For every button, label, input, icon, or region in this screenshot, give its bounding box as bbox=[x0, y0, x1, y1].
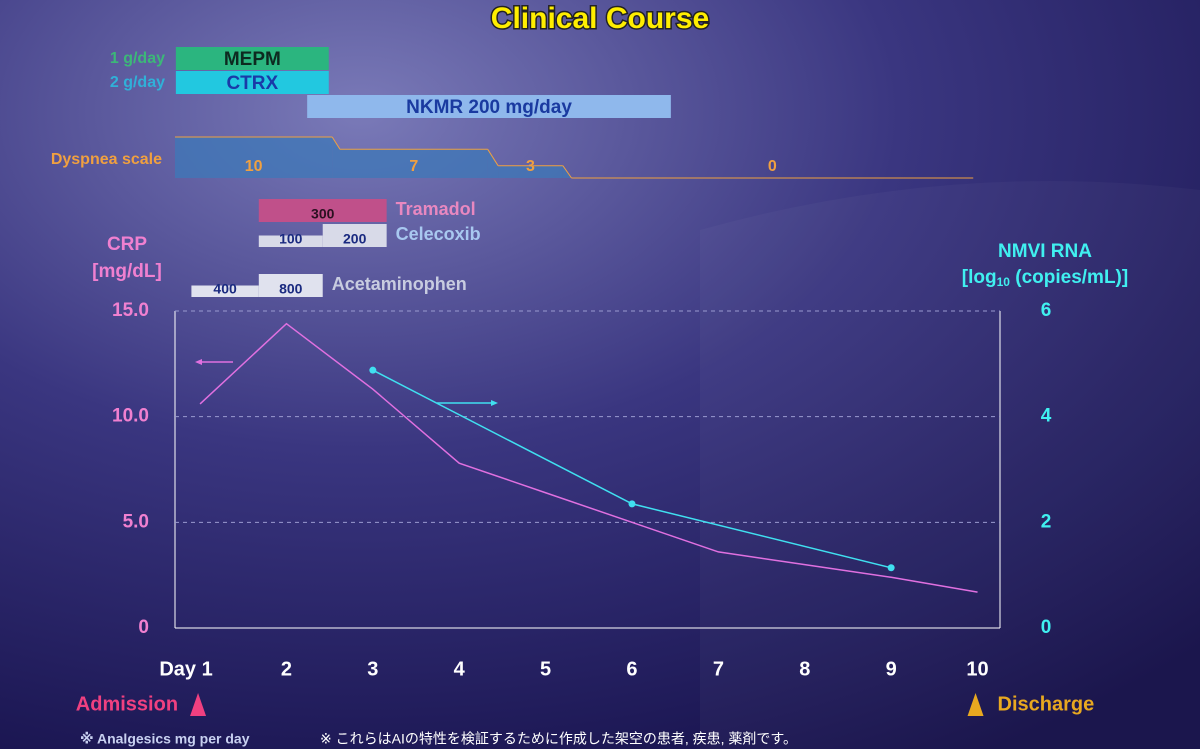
dyspnea-value: 7 bbox=[409, 158, 418, 175]
y-tick-label: 5.0 bbox=[123, 511, 149, 532]
treatment-bar bbox=[307, 95, 671, 118]
annotation-text: Discharge bbox=[998, 693, 1095, 715]
label-part: (copies/mL)] bbox=[1010, 267, 1128, 288]
y2-tick-label: 0 bbox=[1041, 617, 1052, 638]
x-tick-label: 4 bbox=[454, 658, 466, 680]
analgesic-dose-bar bbox=[258, 235, 323, 247]
y-tick-label: 10.0 bbox=[112, 406, 149, 427]
analgesic-dose-label: 300 bbox=[311, 206, 335, 222]
treatment-name: NKMR 200 mg/day bbox=[406, 97, 572, 118]
y2-tick-label: 2 bbox=[1041, 511, 1052, 532]
y-axis-label: [mg/dL] bbox=[92, 261, 162, 282]
analgesic-dose-label: 200 bbox=[343, 231, 367, 247]
dyspnea-ramp bbox=[332, 137, 340, 178]
analgesic-dose-bar bbox=[258, 199, 387, 222]
dyspnea-value: 10 bbox=[245, 158, 263, 175]
treatment-bar bbox=[175, 71, 329, 94]
dyspnea-area bbox=[498, 165, 563, 178]
annotation-marker bbox=[190, 693, 207, 716]
x-tick-label: 9 bbox=[886, 658, 897, 680]
treatment-dose: 1 g/day bbox=[110, 50, 165, 67]
series-line bbox=[199, 322, 978, 593]
analgesic-dose-label: 400 bbox=[213, 281, 237, 297]
y2-tick-label: 4 bbox=[1041, 406, 1052, 427]
x-tick-label: 7 bbox=[713, 658, 724, 680]
dyspnea-area bbox=[175, 137, 333, 178]
treatment-name: MEPM bbox=[224, 49, 281, 70]
arrow-head bbox=[195, 359, 202, 365]
dyspnea-value: 3 bbox=[526, 158, 535, 175]
x-tick-label: 3 bbox=[367, 658, 378, 680]
treatment-name: CTRX bbox=[226, 73, 278, 94]
footnote: ※ Analgesics mg per day bbox=[80, 731, 250, 747]
treatment-dose: 2 g/day bbox=[110, 74, 165, 91]
label-part: [log bbox=[962, 267, 997, 288]
data-point bbox=[628, 500, 636, 508]
analgesic-dose-bar bbox=[322, 224, 387, 247]
analgesic-dose-bar bbox=[258, 274, 323, 297]
dyspnea-ramp-line bbox=[562, 165, 572, 179]
y-tick-label: 0 bbox=[138, 617, 149, 638]
analgesic-dose-label: 100 bbox=[279, 231, 303, 247]
dyspnea-ramp-line bbox=[331, 136, 341, 150]
analgesic-name: Celecoxib bbox=[396, 224, 481, 244]
analgesic-dose-bar bbox=[191, 285, 259, 297]
x-tick-label: 5 bbox=[540, 658, 551, 680]
direction-arrows bbox=[195, 359, 498, 406]
y2-axis-label: [log10 (copies/mL)] bbox=[962, 267, 1128, 289]
y-axis-label: CRP bbox=[107, 234, 147, 255]
annotation-text: Admission bbox=[76, 693, 178, 715]
y2-axis-label: NMVI RNA bbox=[998, 241, 1092, 262]
annotation-marker bbox=[967, 693, 984, 716]
data-point bbox=[887, 564, 895, 572]
y2-tick-label: 6 bbox=[1041, 300, 1052, 321]
analgesic-name: Acetaminophen bbox=[332, 274, 467, 294]
dyspnea-ramp-line bbox=[487, 149, 499, 166]
x-tick-label: 8 bbox=[799, 658, 810, 680]
dyspnea-label: Dyspnea scale bbox=[51, 151, 162, 168]
arrow-head bbox=[491, 400, 498, 406]
x-tick-label: 10 bbox=[966, 658, 988, 680]
chart-title: Clinical Course bbox=[491, 2, 709, 35]
x-tick-label: 2 bbox=[281, 658, 292, 680]
analgesic-name: Tramadol bbox=[396, 199, 476, 219]
analgesic-dose-label: 800 bbox=[279, 281, 303, 297]
footnote: ※ これらはAIの特性を検証するために作成した架空の患者, 疾患, 薬剤です。 bbox=[320, 731, 797, 747]
label-subscript: 10 bbox=[997, 275, 1011, 289]
y-tick-label: 15.0 bbox=[112, 300, 149, 321]
dyspnea-area bbox=[340, 149, 488, 178]
treatment-bar bbox=[175, 47, 329, 70]
dyspnea-ramp bbox=[487, 149, 499, 178]
x-tick-label: 6 bbox=[626, 658, 637, 680]
data-point bbox=[369, 366, 377, 374]
dyspnea-value: 0 bbox=[768, 158, 777, 175]
x-tick-label: Day 1 bbox=[159, 658, 212, 680]
